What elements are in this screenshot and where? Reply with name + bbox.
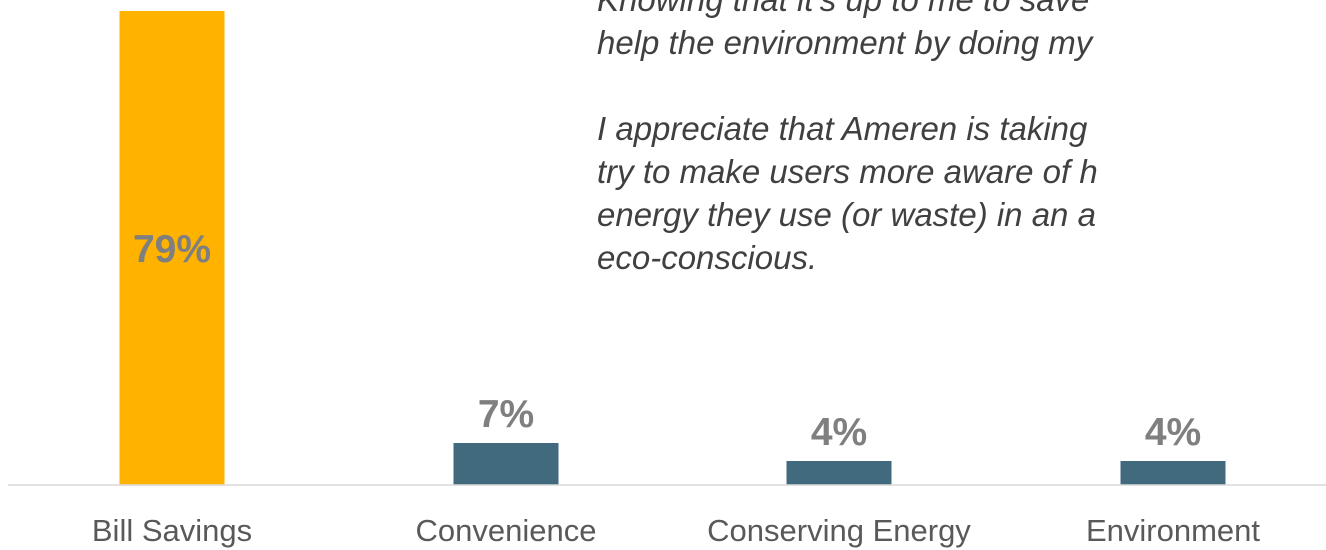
value-label: 79% <box>133 228 211 271</box>
category-label: Environment <box>1086 513 1260 548</box>
category-label: Convenience <box>416 513 597 548</box>
quote-line: energy they use (or waste) in an a <box>597 196 1096 233</box>
quote-line: help the environment by doing my <box>597 24 1093 61</box>
value-label: 4% <box>1145 411 1201 454</box>
quote-line: eco-conscious. <box>597 239 818 276</box>
bar-bill-savings <box>119 11 225 485</box>
quote-text-box: Knowing that it's up to me to save help … <box>597 0 1326 378</box>
value-label: 7% <box>478 393 534 436</box>
value-label: 4% <box>811 411 867 454</box>
category-label: Bill Savings <box>92 513 252 548</box>
bar-environment <box>1120 461 1226 485</box>
quote-line: I appreciate that Ameren is taking <box>597 110 1088 147</box>
quote-line: Knowing that it's up to me to save <box>597 0 1089 18</box>
category-label: Conserving Energy <box>707 513 971 548</box>
quote-paragraph-1: Knowing that it's up to me to save help … <box>597 0 1326 64</box>
quote-paragraph-2: I appreciate that Ameren is taking try t… <box>597 107 1326 279</box>
bar-conserving-energy <box>786 461 892 485</box>
bar-convenience <box>453 443 559 485</box>
quote-line: try to make users more aware of h <box>597 153 1098 190</box>
